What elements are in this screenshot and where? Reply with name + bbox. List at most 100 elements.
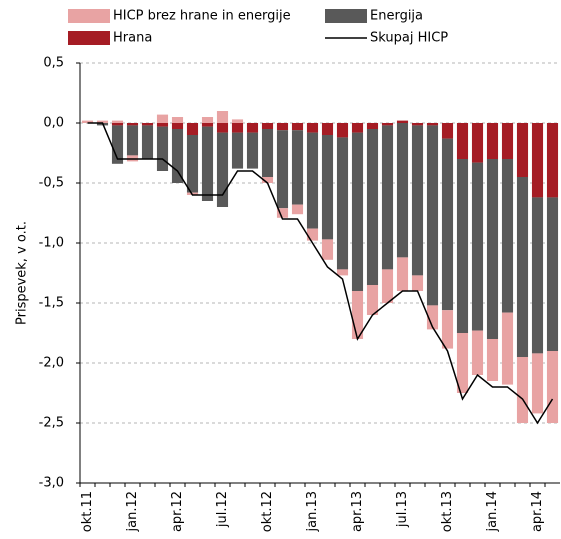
- bar: [321, 239, 334, 260]
- bar: [216, 132, 229, 207]
- x-tick-label: okt.12: [260, 491, 275, 532]
- x-tick-label: apr.13: [350, 491, 365, 532]
- bar: [471, 162, 484, 331]
- bar: [336, 269, 349, 276]
- bar: [111, 123, 124, 126]
- legend-swatch: [325, 9, 367, 23]
- y-tick-label: -2,0: [39, 356, 64, 371]
- bar: [471, 330, 484, 375]
- x-tick-label: okt.13: [440, 491, 455, 532]
- legend-swatch: [68, 9, 110, 23]
- bar: [276, 123, 289, 131]
- bar: [456, 159, 469, 333]
- bar: [441, 138, 454, 311]
- x-tick-label: apr.12: [170, 491, 185, 532]
- bar: [336, 123, 349, 138]
- bar: [306, 123, 319, 133]
- bar: [306, 228, 319, 241]
- legend-label: Hrana: [113, 31, 152, 46]
- bar: [171, 123, 184, 129]
- bar: [516, 177, 529, 357]
- y-tick-label: 0,5: [43, 56, 64, 71]
- total-line: [87, 122, 554, 425]
- bar: [381, 123, 394, 126]
- y-tick-label: 0,0: [43, 116, 64, 131]
- bar: [546, 123, 559, 198]
- y-tick-label: -3,0: [39, 476, 64, 491]
- bar: [411, 125, 424, 276]
- bar: [156, 123, 169, 127]
- bar: [486, 123, 499, 159]
- bar: [291, 130, 304, 205]
- bar: [411, 123, 424, 126]
- y-axis-label: Prispevek, v o.t.: [15, 221, 30, 325]
- x-tick-label: jan.14: [485, 491, 500, 533]
- x-tick-label: apr.14: [530, 491, 545, 532]
- bar: [516, 357, 529, 423]
- bar: [351, 291, 364, 339]
- bar: [501, 159, 514, 313]
- bar: [321, 123, 334, 135]
- bar: [231, 119, 244, 123]
- bar: [126, 125, 139, 156]
- bar: [126, 123, 139, 126]
- bar: [111, 120, 124, 123]
- bar: [441, 310, 454, 349]
- bar: [396, 123, 409, 258]
- bar: [336, 137, 349, 270]
- bar: [396, 257, 409, 291]
- bar: [201, 117, 214, 123]
- bar: [531, 123, 544, 198]
- bar: [246, 123, 259, 133]
- bar: [546, 197, 559, 351]
- bar: [516, 123, 529, 177]
- bar: [456, 123, 469, 159]
- bar: [366, 285, 379, 315]
- bar: [141, 123, 154, 126]
- bar: [231, 132, 244, 169]
- bar: [456, 333, 469, 393]
- bar: [216, 123, 229, 133]
- y-tick-label: -2,5: [39, 416, 64, 431]
- legend-label: Energija: [370, 9, 423, 24]
- bar: [96, 120, 109, 123]
- bar: [261, 177, 274, 183]
- bar: [291, 123, 304, 131]
- bar: [501, 123, 514, 159]
- bar: [216, 111, 229, 123]
- bar: [156, 126, 169, 171]
- x-tick-label: jul.12: [215, 491, 230, 528]
- legend-label: HICP brez hrane in energije: [113, 9, 291, 24]
- bar: [111, 125, 124, 164]
- bar: [486, 339, 499, 381]
- bar: [381, 269, 394, 303]
- bar: [366, 123, 379, 129]
- bar: [276, 208, 289, 218]
- bar: [381, 125, 394, 270]
- bar: [366, 129, 379, 285]
- bar: [156, 114, 169, 123]
- bar: [441, 123, 454, 139]
- bar: [351, 123, 364, 133]
- x-tick-label: jan.13: [305, 491, 320, 533]
- bar: [186, 135, 199, 193]
- bar: [276, 130, 289, 209]
- x-tick-label: jan.12: [125, 491, 140, 533]
- bar: [306, 132, 319, 229]
- bar: [426, 305, 439, 330]
- bar: [171, 129, 184, 183]
- legend-label: Skupaj HICP: [370, 31, 448, 46]
- bar: [141, 125, 154, 159]
- bar: [201, 123, 214, 127]
- bar: [411, 275, 424, 291]
- bar: [426, 123, 439, 126]
- y-tick-label: -1,5: [39, 296, 64, 311]
- bar: [81, 120, 94, 123]
- x-tick-label: jul.13: [395, 491, 410, 528]
- legend-swatch: [68, 31, 110, 45]
- bar: [396, 120, 409, 123]
- bar: [426, 125, 439, 306]
- bar: [471, 123, 484, 163]
